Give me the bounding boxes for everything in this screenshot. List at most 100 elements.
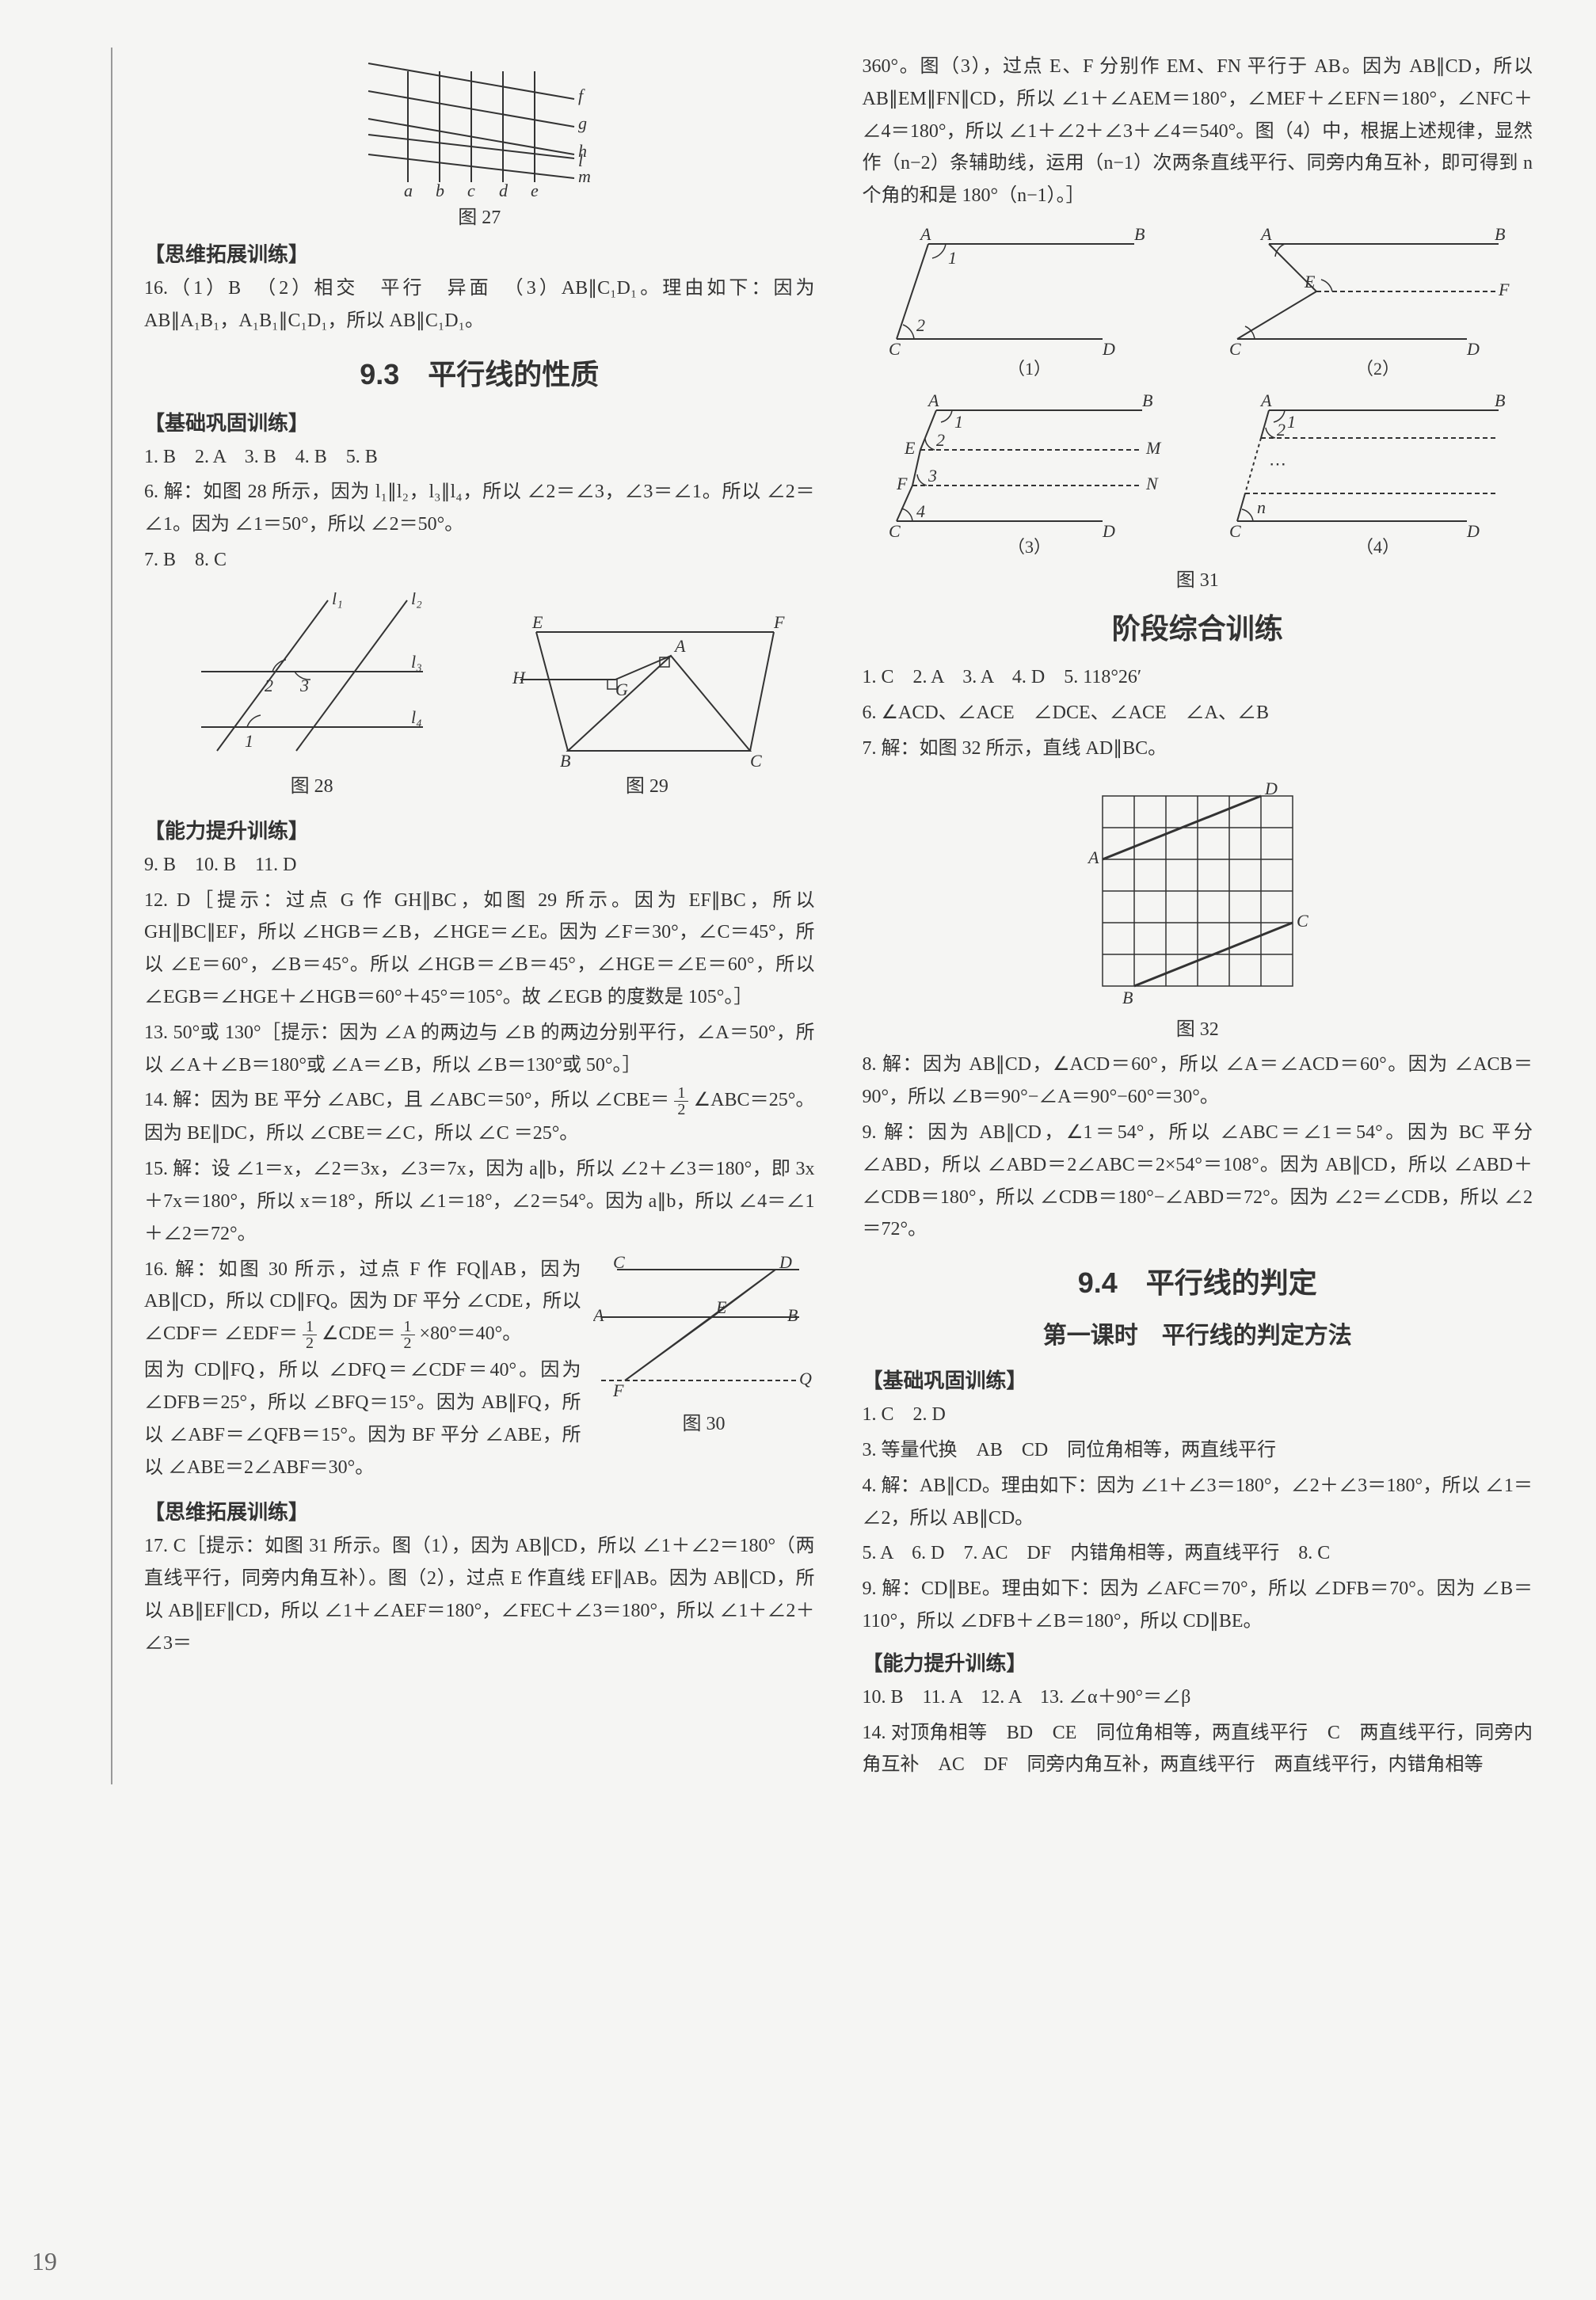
svg-text:A: A xyxy=(1259,390,1272,410)
svg-text:g: g xyxy=(578,113,587,133)
heading-basic-1: 【基础巩固训练】 xyxy=(144,407,815,436)
svg-text:A: A xyxy=(1259,224,1272,244)
title-9-4: 9.4 平行线的判定 xyxy=(863,1260,1533,1301)
q17: 17. C［提示：如图 31 所示。图（1），因为 AB∥CD，所以 ∠1＋∠2… xyxy=(144,1530,815,1659)
svg-text:N: N xyxy=(1145,474,1159,493)
heading-improve-94: 【能力提升训练】 xyxy=(863,1647,1533,1677)
svg-text:A: A xyxy=(927,390,939,410)
stage-q6: 6. ∠ACD、∠ACE ∠DCE、∠ACE ∠A、∠B xyxy=(863,697,1533,729)
svg-text:（4）: （4） xyxy=(1356,537,1400,557)
q14-pre: 14. 解：因为 BE 平分 ∠ABC，且 ∠ABC＝50°，所以 ∠CBE＝ xyxy=(144,1090,669,1110)
svg-text:（2）: （2） xyxy=(1356,359,1400,379)
svg-text:c: c xyxy=(467,181,475,198)
svg-text:b: b xyxy=(436,181,444,198)
svg-text:f: f xyxy=(578,86,585,105)
q14: 14. 解：因为 BE 平分 ∠ABC，且 ∠ABC＝50°，所以 ∠CBE＝ … xyxy=(144,1084,815,1150)
subtitle-9-4: 第一课时 平行线的判定方法 xyxy=(863,1316,1533,1350)
figure-31: AB CD 12 （1） xyxy=(863,220,1533,592)
fig27-caption: 图 27 xyxy=(144,201,815,229)
svg-text:D: D xyxy=(1102,521,1115,541)
stage-q1-5: 1. C 2. A 3. A 4. D 5. 118°26′ xyxy=(863,661,1533,694)
b94-q9: 9. 解：CD∥BE。理由如下：因为 ∠AFC＝70°，所以 ∠DFB＝70°。… xyxy=(863,1573,1533,1638)
svg-text:2: 2 xyxy=(936,430,945,450)
heading-expand-1: 【思维拓展训练】 xyxy=(144,238,815,268)
svg-text:F: F xyxy=(896,474,908,493)
svg-text:A: A xyxy=(919,224,931,244)
q14-post: ＝25°。 xyxy=(514,1123,579,1144)
svg-text:1: 1 xyxy=(954,412,963,432)
svg-text:n: n xyxy=(1257,497,1266,517)
svg-text:E: E xyxy=(904,438,916,458)
svg-text:A: A xyxy=(1087,847,1099,867)
svg-text:B: B xyxy=(787,1305,798,1325)
svg-text:D: D xyxy=(1466,521,1480,541)
figure-30: CD AB E FQ 图 30 xyxy=(593,1254,815,1435)
svg-text:2: 2 xyxy=(916,315,925,335)
svg-text:H: H xyxy=(512,668,526,687)
svg-text:C: C xyxy=(1229,339,1241,359)
heading-expand-2: 【思维拓展训练】 xyxy=(144,1496,815,1525)
svg-text:2: 2 xyxy=(1277,420,1286,440)
fig30-caption: 图 30 xyxy=(593,1407,815,1435)
b94-q1-2: 1. C 2. D xyxy=(863,1399,1533,1431)
q6: 6. 解：如图 28 所示，因为 l₁∥l₂，l₃∥l₄，所以 ∠2＝∠3，∠3… xyxy=(144,476,815,541)
svg-text:F: F xyxy=(612,1380,624,1400)
stage-q8: 8. 解：因为 AB∥CD，∠ACD＝60°，所以 ∠A＝∠ACD＝60°。因为… xyxy=(863,1049,1533,1114)
svg-text:e: e xyxy=(531,181,539,198)
svg-text:4: 4 xyxy=(916,501,925,521)
svg-text:l₄: l₄ xyxy=(411,707,422,727)
heading-basic-94: 【基础巩固训练】 xyxy=(863,1365,1533,1394)
q7-8: 7. B 8. C xyxy=(144,544,815,577)
frac-1-2-b: 12 xyxy=(303,1319,317,1351)
c94-q10-13: 10. B 11. A 12. A 13. ∠α＋90°＝∠β xyxy=(863,1681,1533,1714)
figures-28-29: l₁l₂ l₃l₄ 123 图 28 xyxy=(144,585,815,805)
right-column: 360°。图（3），过点 E、F 分别作 EM、FN 平行于 AB。因为 AB∥… xyxy=(863,48,1533,1784)
svg-text:Q: Q xyxy=(799,1369,812,1388)
figure-29: EF HGA BC 图 29 xyxy=(479,608,814,798)
svg-text:E: E xyxy=(715,1297,727,1317)
fig31-caption: 图 31 xyxy=(863,564,1533,592)
svg-text:1: 1 xyxy=(245,731,253,751)
svg-text:a: a xyxy=(404,181,413,198)
svg-text:A: A xyxy=(593,1305,604,1325)
heading-improve-1: 【能力提升训练】 xyxy=(144,815,815,844)
fig32-caption: 图 32 xyxy=(863,1013,1533,1041)
q17-cont: 360°。图（3），过点 E、F 分别作 EM、FN 平行于 AB。因为 AB∥… xyxy=(863,51,1533,212)
q16: 16.（1）B （2）相交 平行 异面 （3）AB∥C₁D₁。理由如下：因为 A… xyxy=(144,272,815,337)
svg-text:⋯: ⋯ xyxy=(1269,454,1286,474)
stage-q9: 9. 解：因为 AB∥CD，∠1＝54°，所以 ∠ABC＝∠1＝54°。因为 B… xyxy=(863,1117,1533,1246)
svg-text:B: B xyxy=(1122,988,1133,1007)
q9-11: 9. B 10. B 11. D xyxy=(144,849,815,882)
svg-text:l₃: l₃ xyxy=(411,652,422,672)
svg-text:A: A xyxy=(673,636,686,656)
svg-text:D: D xyxy=(1466,339,1480,359)
svg-text:l₁: l₁ xyxy=(332,592,343,608)
svg-text:（1）: （1） xyxy=(1007,359,1051,379)
q16b-d: ×80°＝40°。 xyxy=(420,1323,522,1344)
svg-text:1: 1 xyxy=(948,248,957,268)
left-column: fg hlm abc de 图 27 【思维拓展训练】 16.（1）B （2）相… xyxy=(111,48,815,1784)
svg-text:D: D xyxy=(1102,339,1115,359)
basic-answers-93: 1. B 2. A 3. B 4. B 5. B xyxy=(144,441,815,474)
fig28-caption: 图 28 xyxy=(144,770,479,798)
svg-text:C: C xyxy=(750,751,762,767)
svg-text:1: 1 xyxy=(1287,412,1296,432)
b94-q5-8: 5. A 6. D 7. AC DF 内错角相等，两直线平行 8. C xyxy=(863,1537,1533,1570)
svg-text:C: C xyxy=(889,521,901,541)
b94-q4: 4. 解：AB∥CD。理由如下：因为 ∠1＋∠3＝180°，∠2＋∠3＝180°… xyxy=(863,1470,1533,1535)
svg-text:C: C xyxy=(1229,521,1241,541)
svg-text:G: G xyxy=(615,680,628,699)
frac-1-2-a: 12 xyxy=(674,1085,688,1118)
q13: 13. 50°或 130°［提示：因为 ∠A 的两边与 ∠B 的两边分别平行，∠… xyxy=(144,1017,815,1082)
b94-q3: 3. 等量代换 AB CD 同位角相等，两直线平行 xyxy=(863,1434,1533,1467)
svg-text:d: d xyxy=(499,181,509,198)
q16b-c: ∠CDE＝ xyxy=(322,1323,396,1344)
svg-text:E: E xyxy=(1304,272,1316,291)
svg-text:l₂: l₂ xyxy=(411,592,422,608)
svg-text:D: D xyxy=(779,1254,792,1272)
q16b-b: ∠EDF＝ xyxy=(224,1323,298,1344)
svg-text:M: M xyxy=(1145,438,1162,458)
svg-text:m: m xyxy=(578,166,591,186)
q12: 12. D［提示：过点 G 作 GH∥BC，如图 29 所示。因为 EF∥BC，… xyxy=(144,885,815,1014)
svg-text:C: C xyxy=(889,339,901,359)
